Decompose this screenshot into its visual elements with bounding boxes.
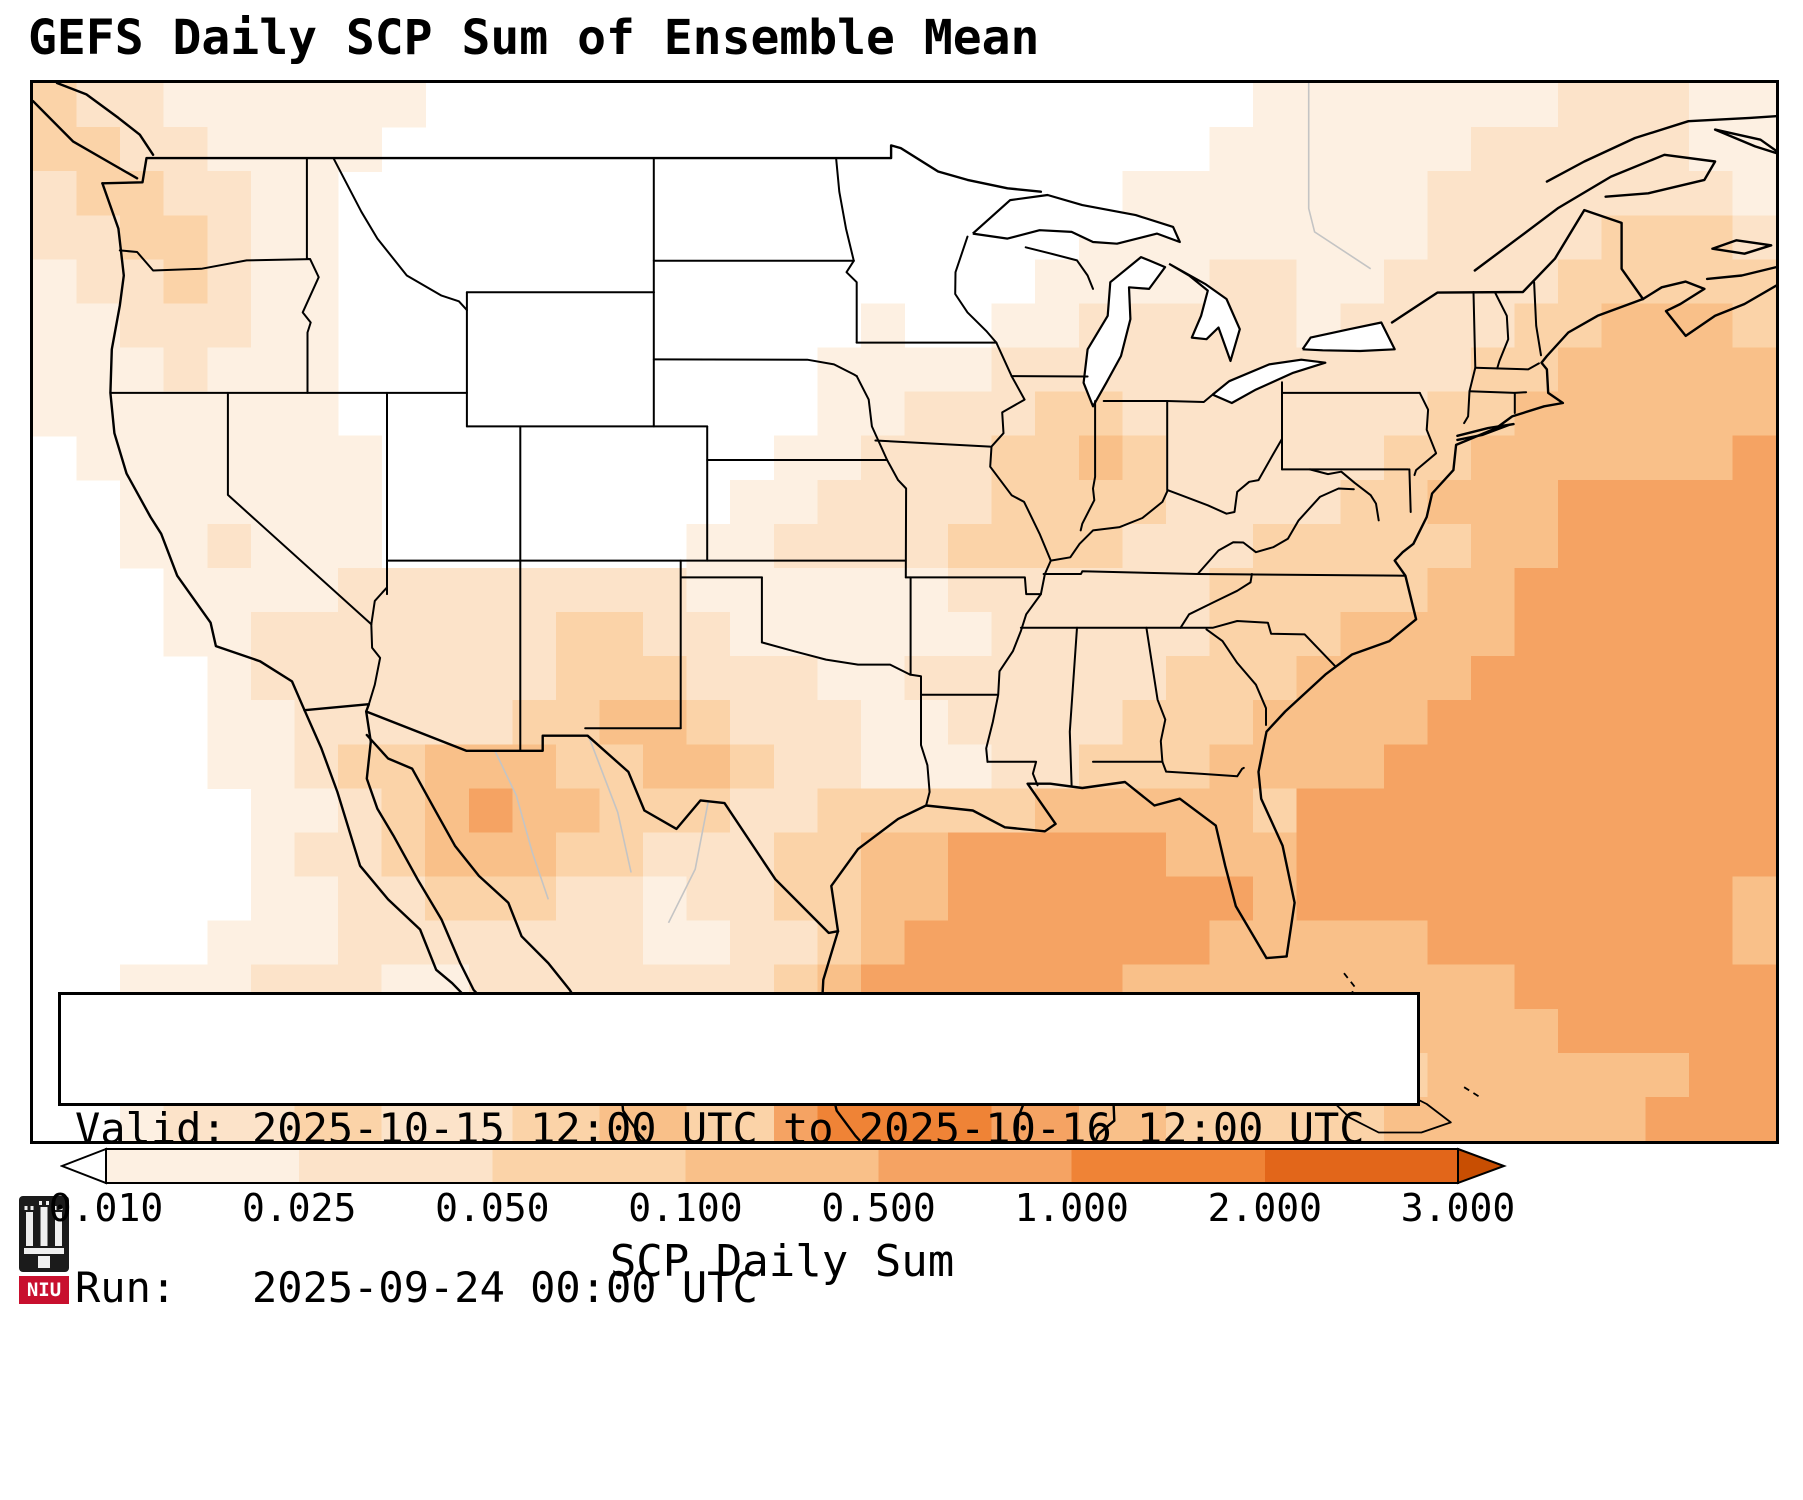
colorbar-tick: 0.025 [241, 1186, 357, 1230]
map-frame [30, 80, 1779, 1144]
niu-wordmark: NIU [27, 1279, 61, 1301]
colorbar-tick: 3.000 [1400, 1186, 1516, 1230]
info-box: Valid: 2025-10-15 12:00 UTC to 2025-10-1… [58, 992, 1420, 1312]
map-canvas [33, 83, 1776, 1141]
colorbar-bar [105, 1148, 1459, 1184]
colorbar-tick: 0.100 [628, 1186, 743, 1230]
valid-text: Valid: 2025-10-15 12:00 UTC to 2025-10-1… [75, 1104, 1365, 1153]
colorbar-tick: 2.000 [1207, 1186, 1323, 1230]
colorbar-tick: 0.010 [48, 1186, 164, 1230]
castle-icon: NIU [19, 1196, 69, 1304]
colorbar [59, 1147, 1510, 1185]
plot-title: GEFS Daily SCP Sum of Ensemble Mean [28, 10, 1040, 66]
heatmap-layer [33, 83, 1776, 1141]
colorbar-tick: 1.000 [1014, 1186, 1129, 1230]
colorbar-over-arrow [1457, 1147, 1507, 1185]
colorbar-gradient [59, 1147, 1507, 1185]
run-text: Run: 2025-09-24 00:00 UTC [75, 1263, 758, 1312]
colorbar-tick: 0.500 [821, 1186, 936, 1230]
colorbar-label: SCP Daily Sum [609, 1236, 955, 1287]
niu-logo: NIU [18, 1196, 70, 1310]
colorbar-tick: 0.050 [435, 1186, 550, 1230]
